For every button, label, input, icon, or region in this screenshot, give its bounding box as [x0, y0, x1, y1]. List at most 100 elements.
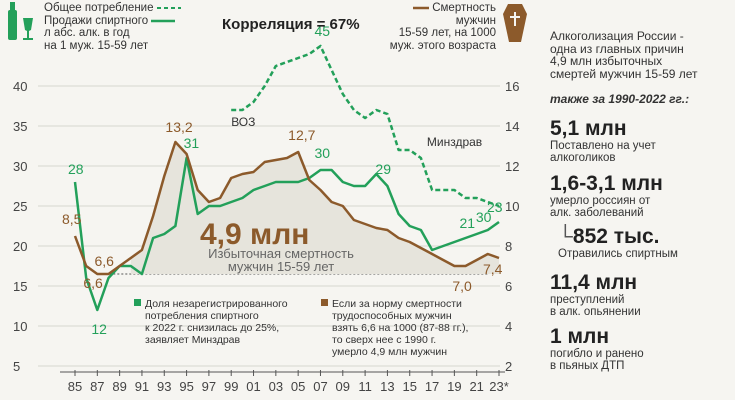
x-tick-label: 07	[313, 379, 327, 394]
x-tick-label: 23*	[489, 379, 509, 394]
x-tick-label: 93	[157, 379, 171, 394]
x-tick-label: 19	[447, 379, 461, 394]
right-tick-label: 4	[505, 319, 512, 334]
dashed-line-swatch	[156, 7, 181, 9]
left-tick-label: 40	[13, 79, 27, 94]
fact-text: в пьяных ДТП	[550, 360, 625, 372]
data-label: 23	[487, 199, 503, 215]
side-intro-line: смертей мужчин 15-59 лет	[550, 66, 698, 81]
baseline-label: 6,6	[83, 275, 103, 291]
right-tick-label: 2	[505, 359, 512, 374]
fact-value: 1 млн	[550, 325, 610, 348]
legend-mortality-label-2: 15-59 лет, на 1000	[398, 27, 496, 39]
side-intro-line: одна из главных причин	[550, 41, 684, 56]
data-label: 45	[314, 23, 330, 39]
green-bullet	[134, 299, 141, 306]
mortality-line	[73, 140, 500, 276]
excess-caption-line: Избыточная смертность	[208, 246, 354, 261]
x-tick-label: 05	[291, 379, 305, 394]
data-label: 8,5	[62, 211, 82, 227]
x-tick-label: 99	[224, 379, 238, 394]
note-line: к 2022 г. снизилась до 25%,	[145, 322, 280, 334]
fact-5: 1 млн погибло и ранено в пьяных ДТП	[550, 325, 735, 373]
x-tick-label: 13	[380, 379, 394, 394]
left-tick-label: 25	[13, 199, 27, 214]
data-label: 31	[184, 135, 200, 151]
x-tick-label: 17	[425, 379, 439, 394]
fact-1: 5,1 млн Поставлено на учет алкоголиков	[550, 117, 735, 165]
coffin-icon	[503, 4, 527, 42]
legend-mortality-label-3: муж. этого возраста	[389, 39, 496, 52]
fact-value: 11,4 млн	[550, 271, 638, 294]
sales-line	[73, 156, 500, 312]
data-label: 12,7	[288, 127, 315, 143]
fact-text: алк. заболеваний	[550, 207, 644, 219]
left-tick-label: 30	[13, 159, 27, 174]
x-tick-label: 85	[68, 379, 82, 394]
x-tick-label: 09	[336, 379, 350, 394]
excess-caption-line: мужчин 15-59 лет	[227, 259, 335, 274]
legend-sales-label-3: на 1 муж. 15-59 лет	[44, 39, 149, 52]
side-subtitle: также за 1990-2022 гг.:	[550, 92, 690, 106]
left-tick-label: 15	[13, 279, 27, 294]
note-line: трудоспособных мужчин	[332, 310, 452, 322]
correlation-label: Корреляция = 67%	[222, 16, 360, 33]
fact-value: 1,6-3,1 млн	[550, 172, 663, 195]
fact-text: умерло россиян от	[550, 195, 651, 207]
x-tick-label: 89	[112, 379, 126, 394]
x-tick-label: 91	[135, 379, 149, 394]
legend-sales-label: Продажи спиртного	[44, 14, 149, 27]
right-tick-label: 10	[505, 199, 519, 214]
excess-mortality-area	[130, 142, 500, 274]
data-label: 13,2	[165, 119, 192, 135]
fact-4: 11,4 млн преступлений в алк. опьянении	[550, 271, 735, 319]
data-label: 12	[91, 321, 107, 337]
note-brown: Если за норму смертности трудоспособных …	[321, 298, 468, 358]
legend-mortality-label: Смертность мужчин	[432, 2, 496, 27]
legend-total-label: Общее потребление	[44, 2, 154, 14]
note-green: Доля незарегистрированного потребления с…	[134, 298, 288, 346]
fact-value: 852 тыс.	[572, 225, 660, 248]
side-intro: Алкоголизация России - одна из главных п…	[550, 30, 735, 80]
right-tick-label: 8	[505, 239, 512, 254]
data-label: 7,0	[452, 278, 472, 294]
data-label: 30	[314, 145, 330, 161]
note-line: взять 6,6 на 1000 (87-88 гг.),	[332, 322, 469, 334]
excess-deaths-value: 4,9 млн	[200, 218, 310, 251]
fact-text: алкоголиков	[550, 152, 616, 164]
sub-item-marker: └	[558, 225, 573, 248]
data-label: 6,6	[94, 253, 114, 269]
fact-value: 5,1 млн	[550, 117, 627, 140]
legend-sales-label-2: л абс. алк. в год	[44, 27, 130, 39]
fact-text: погибло и ранено	[550, 348, 644, 360]
left-tick-label: 20	[13, 239, 27, 254]
right-tick-label: 12	[505, 159, 519, 174]
excess-deaths-caption: Избыточная смертность мужчин 15-59 лет	[196, 247, 366, 273]
note-line: Доля незарегистрированного	[145, 298, 288, 310]
x-tick-label: 11	[358, 379, 372, 394]
data-label: 29	[375, 161, 391, 177]
brown-line-swatch	[413, 6, 430, 10]
minzdrav-label: Минздрав	[427, 135, 482, 149]
fact-text: в алк. опьянении	[550, 306, 641, 318]
x-tick-label: 15	[403, 379, 417, 394]
fact-text: Поставлено на учет	[550, 140, 656, 152]
x-tick-label: 95	[179, 379, 193, 394]
data-label: 28	[68, 161, 84, 177]
right-tick-label: 14	[505, 119, 519, 134]
total-consumption-line	[231, 44, 500, 208]
right-tick-label: 16	[505, 79, 519, 94]
fact-text: Отравились спиртным	[558, 248, 678, 260]
note-line: заявляет Минздрав	[145, 334, 241, 346]
side-intro-line: Алкоголизация России -	[550, 29, 684, 43]
left-tick-label: 35	[13, 119, 27, 134]
note-line: потребления спиртного	[145, 310, 259, 322]
note-line: то сверх нее с 1990 г.	[332, 334, 437, 346]
side-intro-line: 4,9 млн избыточных	[550, 54, 663, 68]
data-label: 7,4	[483, 261, 503, 277]
fact-2: 1,6-3,1 млн умерло россиян от алк. забол…	[550, 172, 735, 220]
x-tick-label: 03	[269, 379, 283, 394]
who-label: ВОЗ	[231, 115, 255, 129]
solid-line-swatch	[151, 19, 176, 22]
